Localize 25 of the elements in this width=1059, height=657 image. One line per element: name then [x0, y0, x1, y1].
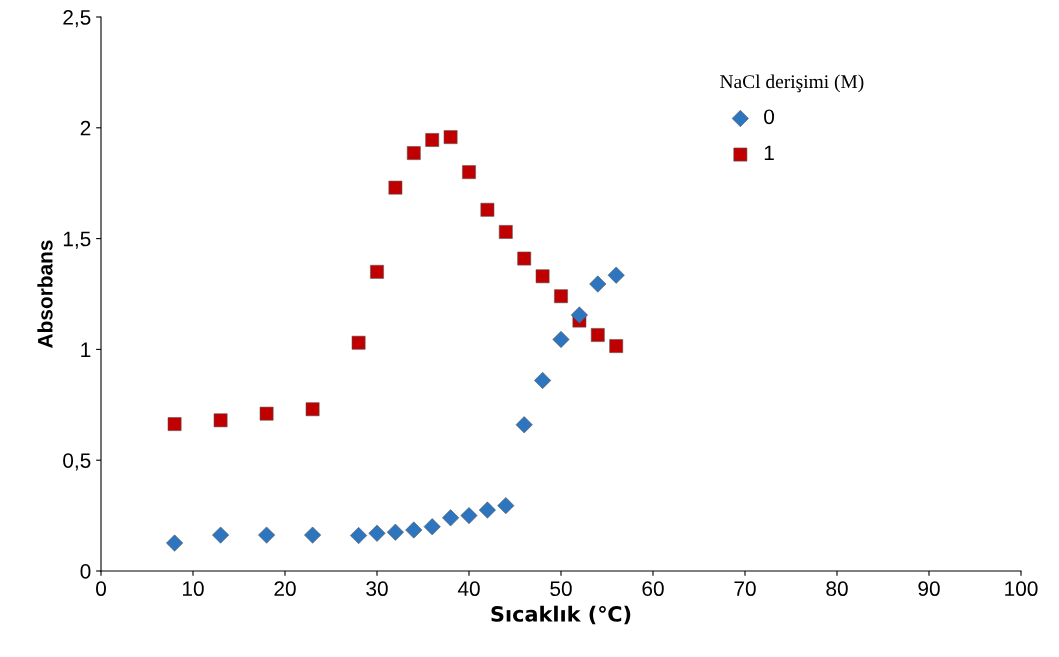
- x-tick-label: 30: [366, 581, 388, 597]
- x-tick-label: 10: [183, 581, 204, 597]
- x-tick-label: 0: [96, 581, 106, 597]
- y-tick-label: 0,5: [63, 453, 91, 471]
- x-tick-label: 40: [457, 581, 480, 597]
- legend-label: 0: [764, 109, 775, 125]
- point: [534, 371, 552, 389]
- legend-label: 1: [764, 145, 774, 161]
- x-tick-label: 60: [642, 581, 664, 597]
- x-tick-label: 90: [918, 581, 940, 597]
- legend-title: NaCl derişimi (M): [720, 74, 864, 93]
- y-tick-label: 2,5: [63, 10, 91, 28]
- y-tick-label: 1,5: [63, 231, 91, 249]
- x-tick-label: 50: [550, 581, 572, 597]
- y-axis-title: Absorbans: [37, 240, 53, 348]
- point: [350, 527, 368, 545]
- x-tick-label: 20: [274, 581, 296, 597]
- x-tick-label: 70: [734, 581, 756, 597]
- x-axis-title: Sıcaklık (℃): [491, 605, 631, 625]
- y-tick-label: 2: [80, 120, 91, 136]
- y-tick-label: 1: [81, 342, 91, 357]
- x-tick-label: 80: [826, 581, 848, 597]
- point: [442, 509, 460, 527]
- y-tick-label: 0: [80, 564, 91, 579]
- x-tick-label: 100: [1005, 581, 1038, 597]
